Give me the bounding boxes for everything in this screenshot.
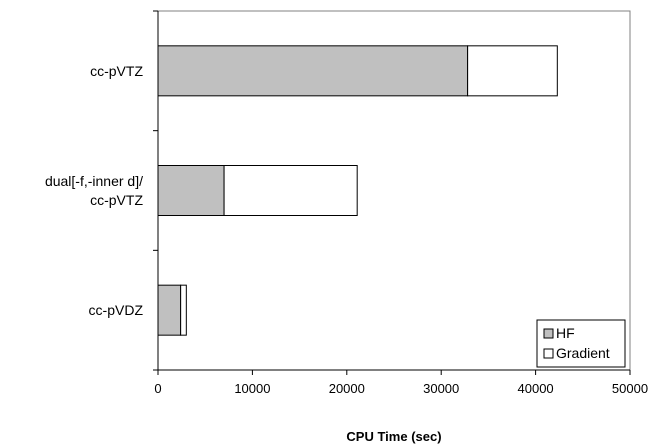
bar-gradient [181,285,187,335]
bar-hf [158,166,224,216]
legend-swatch-gradient [544,349,553,358]
x-tick-label: 50000 [612,381,648,396]
legend-label-hf: HF [556,325,575,341]
category-label: cc-pVTZ [90,192,143,208]
x-tick-label: 10000 [234,381,270,396]
category-label: cc-pVDZ [89,302,144,318]
x-tick-label: 30000 [423,381,459,396]
x-tick-label: 20000 [329,381,365,396]
bar-hf [158,46,468,96]
bar-gradient [224,166,357,216]
category-label: dual[-f,-inner d]/ [45,173,143,189]
legend-swatch-hf [544,329,553,338]
bar-hf [158,285,181,335]
x-tick-label: 40000 [518,381,554,396]
bar-gradient [468,46,558,96]
x-tick-label: 0 [154,381,161,396]
legend-label-gradient: Gradient [556,345,610,361]
x-axis-title: CPU Time (sec) [346,429,441,444]
category-label: cc-pVTZ [90,63,143,79]
